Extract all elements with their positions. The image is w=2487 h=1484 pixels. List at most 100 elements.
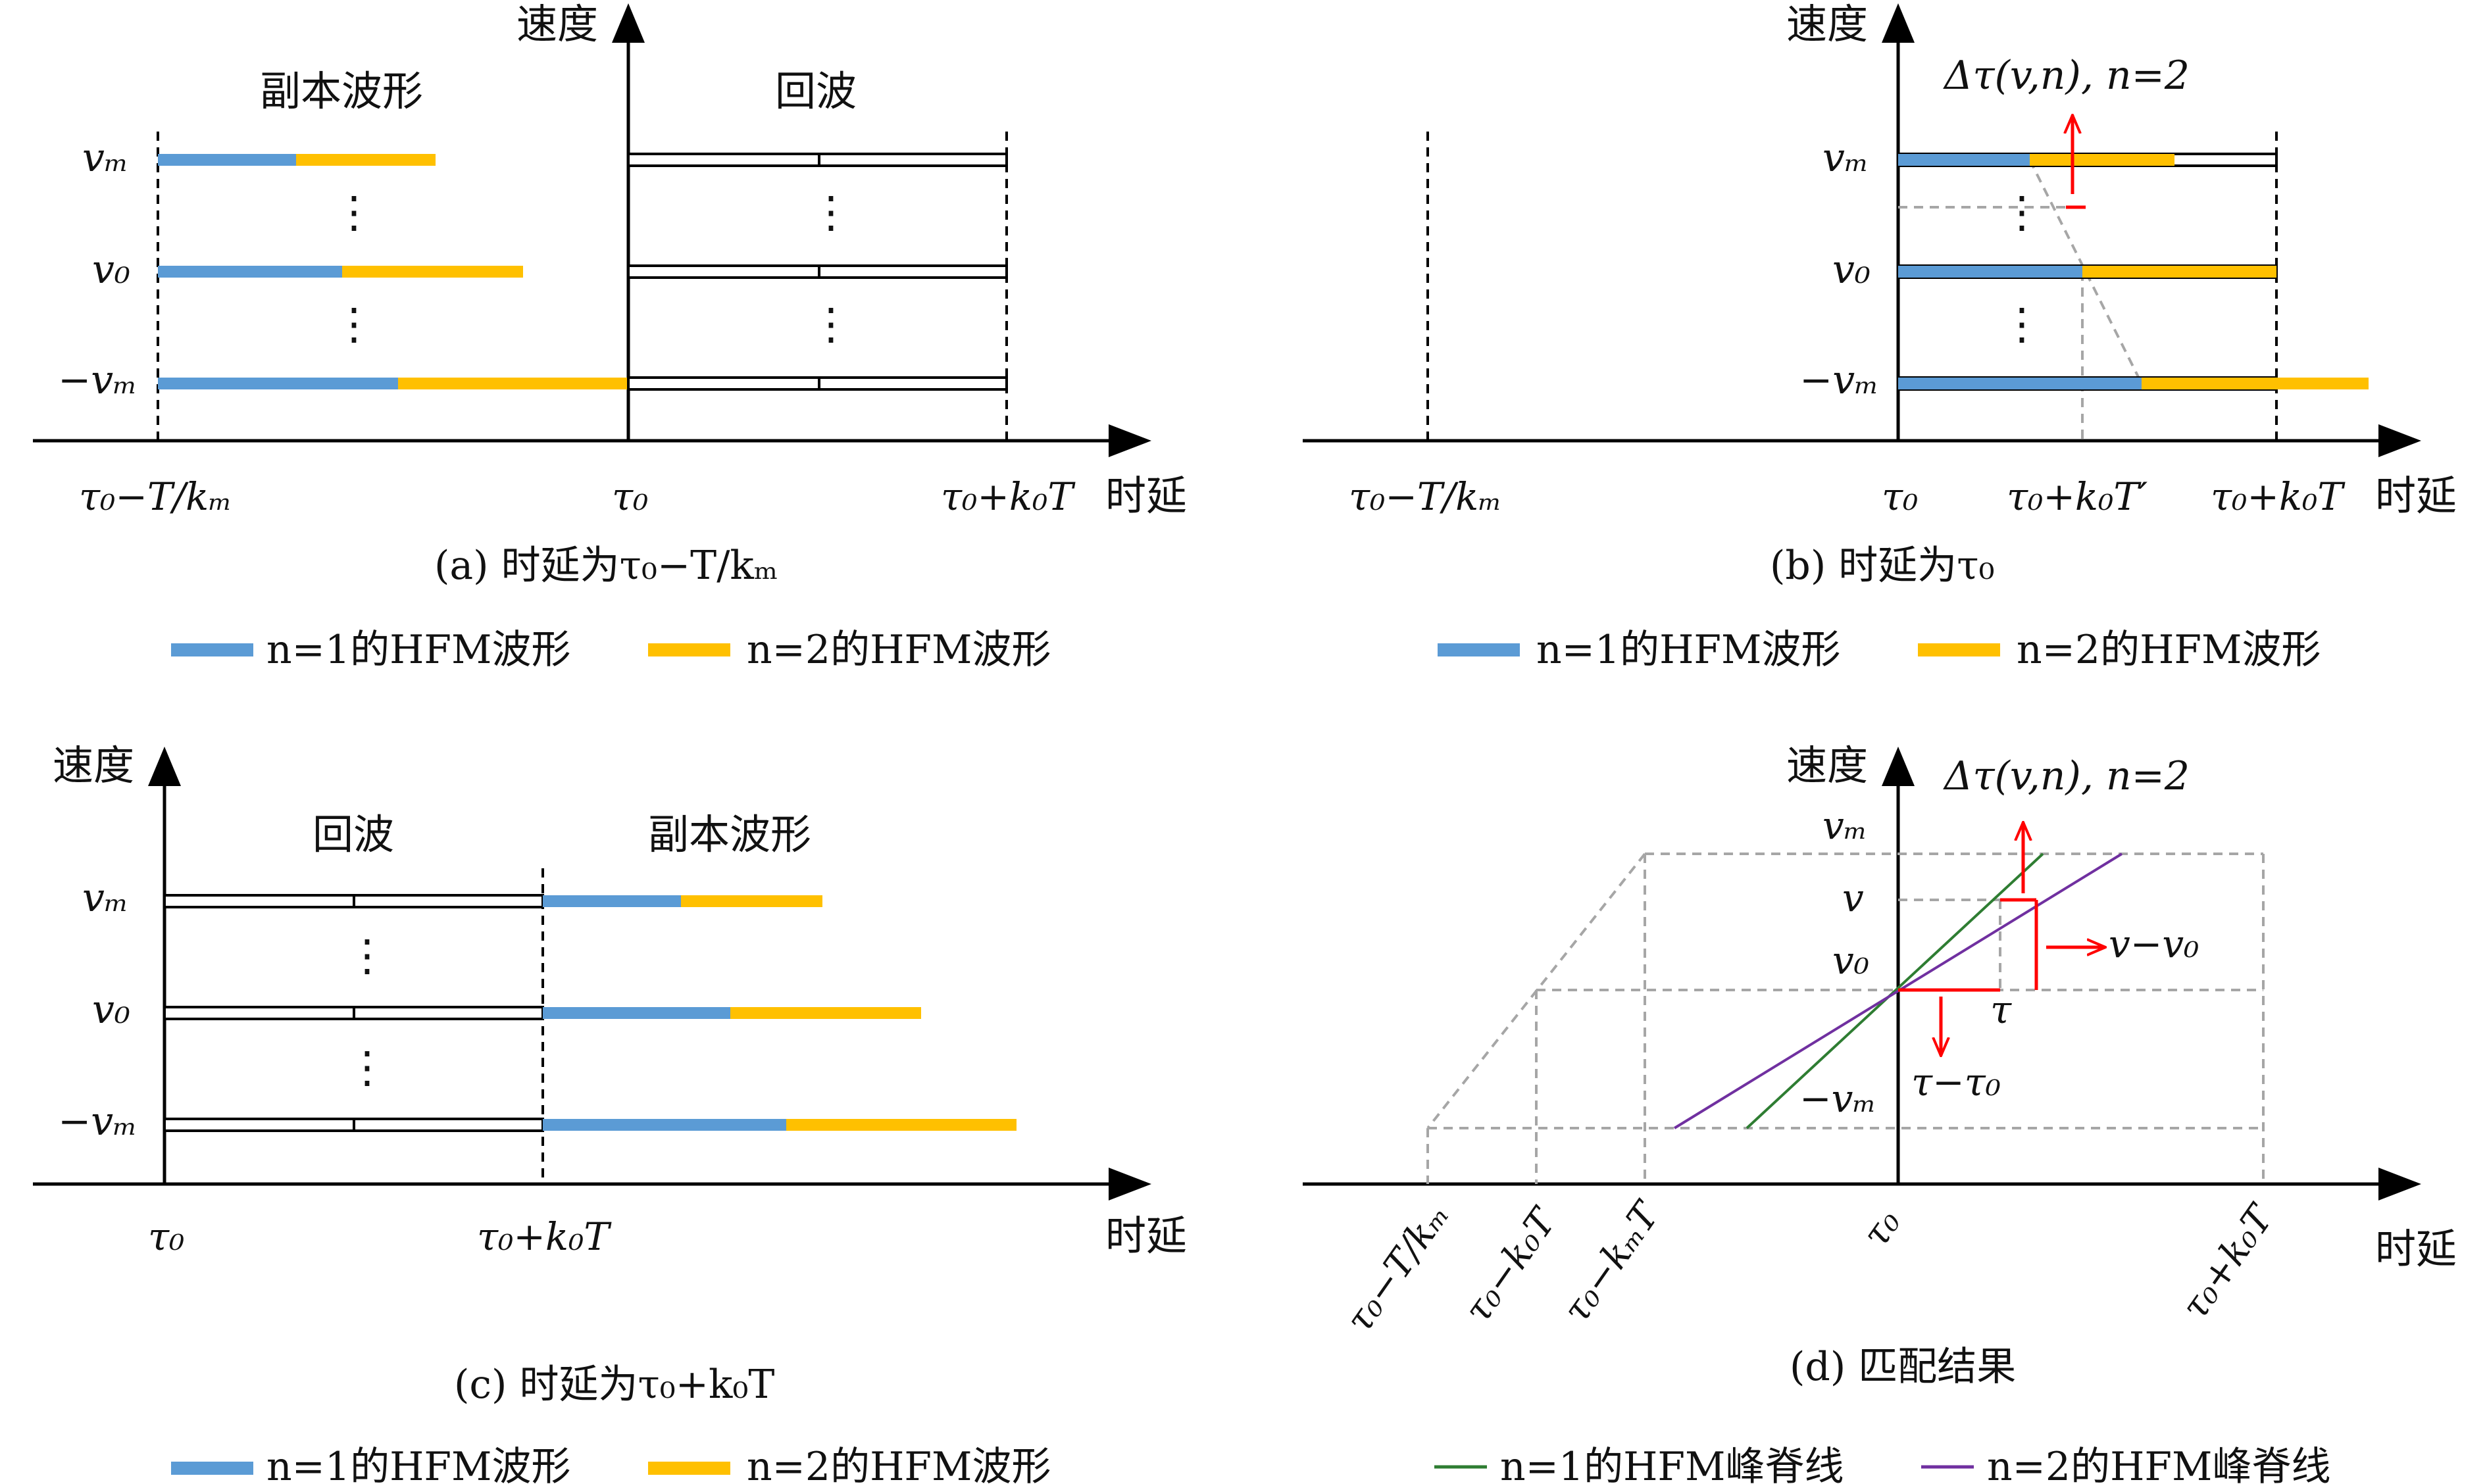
replica-title: 副本波形 <box>648 810 811 858</box>
panel-a: 速度 时延 副本波形 回波 vₘ v₀ −vₘ ⋮ ⋮ ⋮ ⋮ τ₀−T/kₘ <box>33 0 1187 673</box>
velocity-axis-arrow-icon <box>1882 747 1915 786</box>
v0-label: v₀ <box>1832 247 1871 293</box>
v0-label: v₀ <box>92 247 130 293</box>
caption: (d) 匹配结果 <box>1790 1344 2016 1390</box>
legend-n1-label: n=1的HFM波形 <box>266 627 570 673</box>
caption: (c) 时延为τ₀+k₀T <box>454 1362 774 1408</box>
velocity-axis-arrow-icon <box>612 3 645 43</box>
caption: (b) 时延为τ₀ <box>1770 543 1995 589</box>
tick-label: τ₀ <box>148 1214 184 1259</box>
echo-title: 回波 <box>313 810 394 858</box>
legend-n2-swatch <box>648 643 730 656</box>
delta-tau-annotation: Δτ(v,n), n=2 <box>1943 753 2190 799</box>
guide-dashed-diagonal <box>2028 159 2143 384</box>
velocity-axis-arrow-icon <box>148 747 181 786</box>
dots-icon: ⋮ <box>345 1042 389 1093</box>
dots-icon: ⋮ <box>809 187 853 237</box>
legend-ridge-n1-label: n=1的HFM峰脊线 <box>1500 1444 1844 1484</box>
delay-axis-arrow-icon <box>2378 1168 2421 1200</box>
bar-n1-v0 <box>158 266 342 278</box>
legend-n2-label: n=2的HFM波形 <box>747 627 1051 673</box>
tick-label: τ₀−T/kₘ <box>1338 1195 1457 1341</box>
velocity-axis-label: 速度 <box>1786 0 1868 48</box>
panel-d: 速度 时延 Δτ(v,n), n=2 vₘ v v₀ v−v₀ τ <box>1303 741 2457 1484</box>
neg-vm-label: −vₘ <box>1799 1076 1876 1121</box>
vm-label: vₘ <box>1822 803 1867 848</box>
tick-label: τ₀−T/kₘ <box>79 474 232 519</box>
dots-icon: ⋮ <box>332 299 376 349</box>
legend-n2-label: n=2的HFM波形 <box>2017 627 2321 673</box>
tick-label: τ₀+k₀T′ <box>2007 474 2148 519</box>
echo-bar-neg-vm <box>627 376 1008 391</box>
delay-axis-arrow-icon <box>1109 424 1151 457</box>
vm-label: vₘ <box>82 135 129 181</box>
bar-n1-v0 <box>543 1007 730 1019</box>
ridge-n1-line <box>1746 853 2044 1129</box>
tick-label: τ₀ <box>1882 474 1918 519</box>
delta-tau-annotation: Δτ(v,n), n=2 <box>1943 53 2190 99</box>
panel-c: 速度 时延 回波 副本波形 vₘ v₀ −vₘ ⋮ ⋮ τ₀ τ₀+k₀T (c… <box>33 741 1187 1484</box>
tick-label: τ₀−k₀T <box>1456 1200 1566 1331</box>
velocity-axis-label: 速度 <box>516 0 598 48</box>
dots-icon: ⋮ <box>332 187 376 237</box>
tau-label: τ <box>1990 987 2012 1032</box>
bar-n1-v0 <box>1898 266 2082 278</box>
neg-vm-label: −vₘ <box>58 1099 138 1145</box>
echo-bar-v0 <box>627 264 1008 279</box>
echo-title: 回波 <box>775 67 857 115</box>
bar-n2-v0 <box>2082 266 2276 278</box>
tick-label: τ₀ <box>612 474 648 519</box>
legend-n2-swatch <box>1918 643 2000 656</box>
bar-n1-neg-vm <box>1898 378 2142 389</box>
bar-n1-vm <box>543 895 681 907</box>
bar-n1-neg-vm <box>158 378 398 389</box>
delay-axis-arrow-icon <box>1109 1168 1151 1200</box>
bar-n1-vm <box>1898 154 2030 166</box>
legend-ridge-n2-label: n=2的HFM峰脊线 <box>1987 1444 2330 1484</box>
dots-icon: ⋮ <box>2000 187 2044 237</box>
bar-n2-neg-vm <box>398 378 628 389</box>
bar-n2-v0 <box>730 1007 921 1019</box>
legend-n2-swatch <box>648 1462 730 1475</box>
tick-label: τ₀+k₀T <box>2173 1197 2283 1327</box>
v-minus-v0-label: v−v₀ <box>2109 922 2199 966</box>
dots-icon: ⋮ <box>2000 299 2044 349</box>
tick-label: τ₀−kₘT <box>1555 1193 1669 1331</box>
replica-title: 副本波形 <box>260 67 423 115</box>
bar-n1-neg-vm <box>543 1119 786 1131</box>
legend-n1-swatch <box>171 643 253 656</box>
v-label: v <box>1842 876 1864 920</box>
panel-b: 速度 时延 vₘ v₀ −vₘ Δτ(v,n), n=2 ⋮ ⋮ τ₀−T/kₘ… <box>1303 0 2457 673</box>
tick-label: τ₀+k₀T <box>2211 474 2346 519</box>
neg-vm-label: −vₘ <box>1799 357 1879 403</box>
delay-axis-arrow-icon <box>2378 424 2421 457</box>
tick-label: τ₀−T/kₘ <box>1349 474 1502 519</box>
v0-label: v₀ <box>1832 938 1869 983</box>
echo-bar-vm <box>627 153 1008 167</box>
bar-n2-vm <box>296 154 436 166</box>
v0-label: v₀ <box>92 987 130 1033</box>
neg-vm-label: −vₘ <box>58 357 138 403</box>
velocity-axis-arrow-icon <box>1882 3 1915 43</box>
legend-n1-swatch <box>1438 643 1520 656</box>
tick-label: τ₀+k₀T <box>477 1214 612 1259</box>
delay-axis-label: 时延 <box>1105 472 1187 520</box>
bar-n2-v0 <box>342 266 523 278</box>
delay-axis-label: 时延 <box>2375 472 2457 520</box>
delay-axis-label: 时延 <box>2375 1225 2457 1273</box>
bar-n1-vm <box>158 154 296 166</box>
tau-minus-tau0-label: τ−τ₀ <box>1911 1060 2001 1104</box>
tick-label: τ₀ <box>1854 1202 1909 1255</box>
caption: (a) 时延为τ₀−T/kₘ <box>434 543 778 589</box>
legend-n1-label: n=1的HFM波形 <box>266 1444 570 1484</box>
vm-label: vₘ <box>1822 135 1869 181</box>
bar-n2-neg-vm <box>2142 378 2369 389</box>
legend-n1-swatch <box>171 1462 253 1475</box>
bar-n2-vm <box>681 895 822 907</box>
velocity-axis-label: 速度 <box>53 741 134 789</box>
dots-icon: ⋮ <box>345 930 389 981</box>
legend-n1-label: n=1的HFM波形 <box>1536 627 1840 673</box>
bar-n2-neg-vm <box>786 1119 1017 1131</box>
legend-n2-label: n=2的HFM波形 <box>747 1444 1051 1484</box>
